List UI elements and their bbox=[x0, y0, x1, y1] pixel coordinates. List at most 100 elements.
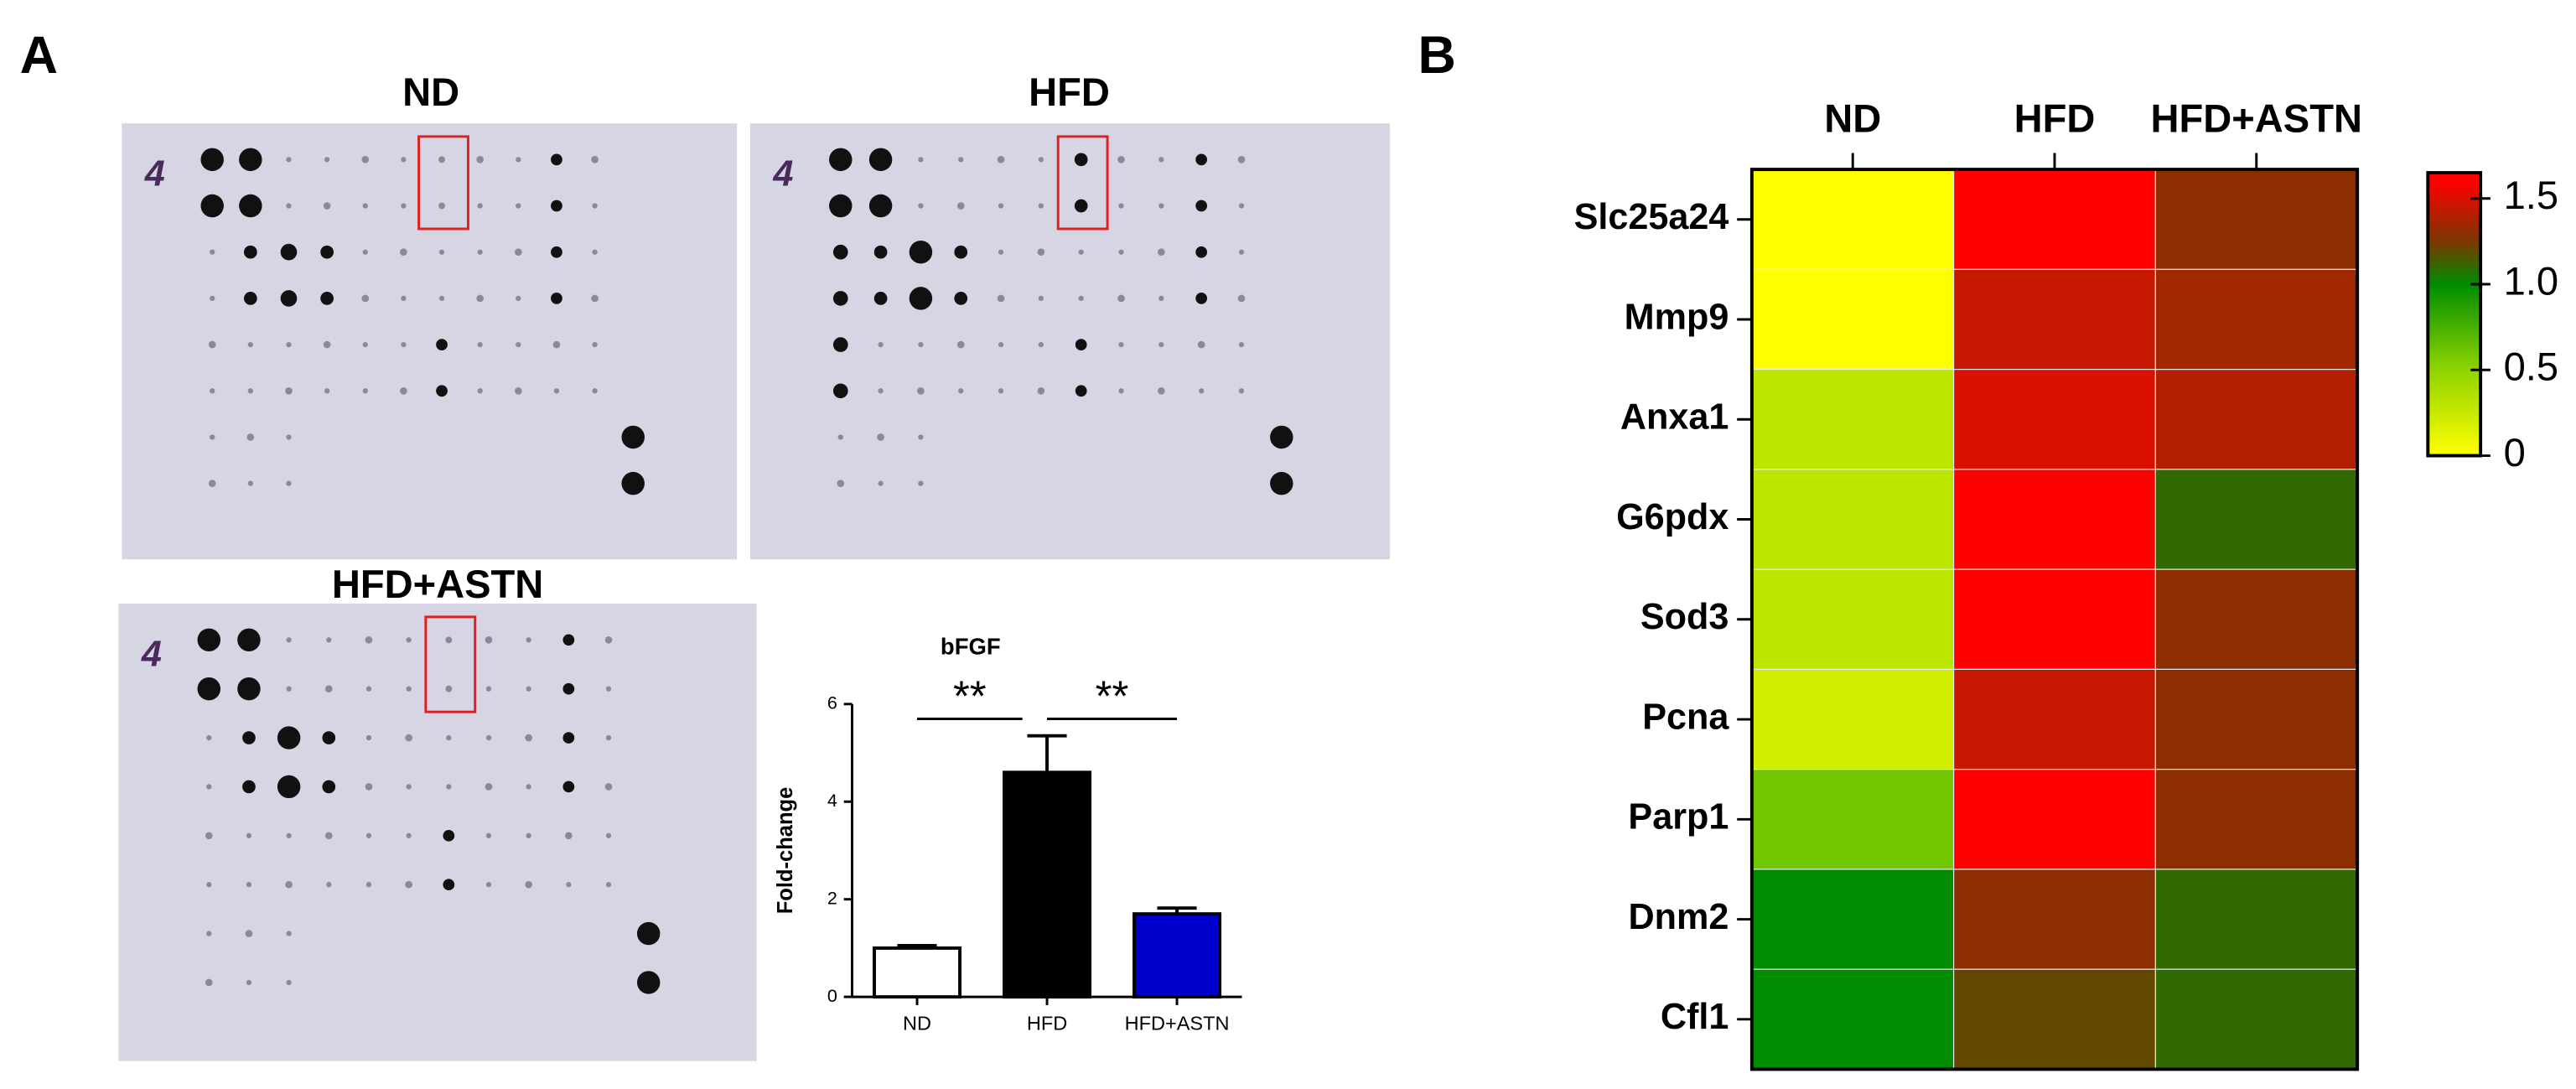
blot-dot bbox=[526, 784, 531, 790]
blot-dot bbox=[286, 434, 292, 440]
blot-dot bbox=[1037, 248, 1045, 257]
blot-dot bbox=[1118, 341, 1124, 348]
blot-dot bbox=[592, 249, 598, 255]
blot-dot bbox=[443, 829, 455, 842]
blot-dot bbox=[551, 246, 562, 258]
blot-dot bbox=[515, 248, 522, 257]
blot-dot bbox=[326, 882, 332, 888]
blot-dot bbox=[286, 480, 292, 486]
blot-dot bbox=[1158, 203, 1164, 209]
heatmap-cell bbox=[1953, 268, 2156, 371]
blot-dot bbox=[1117, 294, 1125, 303]
highlight-box bbox=[424, 615, 477, 713]
blot-dot bbox=[868, 194, 893, 218]
blot-dot bbox=[324, 157, 330, 163]
blot-dot bbox=[208, 480, 216, 487]
blot-dot bbox=[362, 203, 368, 209]
blot-dot bbox=[277, 726, 301, 749]
blot-dot bbox=[200, 194, 224, 218]
blot-dot bbox=[909, 287, 933, 310]
blot-dot bbox=[958, 388, 964, 394]
blot-dot bbox=[443, 879, 455, 891]
blot-dot bbox=[605, 734, 612, 741]
blot-dot bbox=[516, 295, 521, 302]
blot-dot bbox=[485, 635, 493, 644]
blot-dot bbox=[1199, 388, 1205, 394]
blot-dot bbox=[477, 341, 483, 348]
blot-dot bbox=[247, 480, 253, 486]
blot-dot bbox=[954, 245, 968, 259]
blot-dot bbox=[285, 880, 293, 889]
blot-dot bbox=[438, 295, 445, 302]
blot-dot bbox=[604, 635, 613, 644]
blot-dot bbox=[326, 637, 332, 643]
blot-dot bbox=[1158, 341, 1164, 348]
blot-dot bbox=[1158, 157, 1164, 163]
blot-dot bbox=[591, 156, 599, 163]
blot-dot bbox=[998, 203, 1004, 209]
blot-dot bbox=[605, 882, 612, 888]
blot-dot bbox=[197, 677, 221, 701]
column-label: HFD bbox=[2014, 96, 2096, 141]
blot-dot bbox=[552, 340, 561, 349]
blot-dot bbox=[247, 341, 253, 348]
blot-dot bbox=[246, 979, 252, 986]
blot-dot bbox=[958, 157, 964, 163]
blot-dot bbox=[829, 148, 853, 172]
blot-dot bbox=[1195, 293, 1208, 304]
blot-dot bbox=[832, 244, 848, 260]
heatmap-cell bbox=[1751, 968, 1955, 1071]
significance-label: ** bbox=[953, 672, 987, 719]
heatmap-cell bbox=[1953, 769, 2156, 870]
blot-dot bbox=[526, 832, 531, 838]
heatmap-cell bbox=[1751, 869, 1955, 970]
blot-dot bbox=[1195, 246, 1208, 258]
blot-dot bbox=[400, 386, 407, 395]
panel-label: B bbox=[1418, 26, 1456, 85]
colorbar-tick-label: 0 bbox=[2504, 430, 2526, 474]
blot-dot bbox=[286, 157, 292, 163]
blot-dot bbox=[200, 148, 224, 172]
blot-dot bbox=[406, 832, 412, 838]
blot-image bbox=[118, 604, 757, 1061]
blot-dot bbox=[562, 732, 575, 744]
blot-dot bbox=[239, 148, 262, 172]
blot-dot bbox=[605, 832, 612, 838]
blot-dot bbox=[829, 194, 853, 218]
y-tick-label: 0 bbox=[827, 985, 837, 1006]
blot-dot bbox=[1158, 386, 1165, 395]
highlight-box bbox=[417, 135, 469, 231]
chart-title: bFGF bbox=[941, 633, 1001, 659]
blot-dot bbox=[956, 340, 965, 349]
blot-dot bbox=[237, 677, 261, 701]
blot-dot bbox=[324, 685, 333, 693]
blot-dot bbox=[210, 388, 215, 394]
blot-dot bbox=[362, 388, 368, 394]
heatmap-cell bbox=[1751, 469, 1955, 570]
blot-dot bbox=[525, 734, 532, 742]
blot-dot bbox=[286, 979, 292, 986]
row-label: Cfl1 bbox=[1661, 997, 1729, 1037]
blot-dot bbox=[1197, 340, 1205, 349]
blot-dot bbox=[476, 294, 484, 303]
heatmap-cell bbox=[1953, 469, 2156, 570]
blot-dot bbox=[917, 386, 925, 395]
blot-dot bbox=[562, 634, 575, 646]
y-tick-label: 6 bbox=[827, 692, 837, 713]
blot-dot bbox=[997, 294, 1005, 303]
blot-dot bbox=[446, 784, 452, 790]
heatmap-cell bbox=[2154, 769, 2358, 870]
blot-dot bbox=[365, 882, 372, 888]
blot-dot bbox=[566, 882, 572, 888]
blot-dot bbox=[324, 388, 330, 394]
blot-dot bbox=[205, 978, 213, 987]
blot-dot bbox=[210, 295, 215, 302]
blot-dot bbox=[1158, 248, 1165, 257]
blot-dot bbox=[280, 243, 298, 261]
heatmap-cell bbox=[1751, 268, 1955, 371]
blot-dot bbox=[242, 731, 256, 744]
blot-dot bbox=[320, 292, 334, 305]
blot-dot bbox=[1074, 199, 1088, 213]
row-label: Dnm2 bbox=[1628, 897, 1729, 937]
blot-dot bbox=[362, 249, 368, 255]
